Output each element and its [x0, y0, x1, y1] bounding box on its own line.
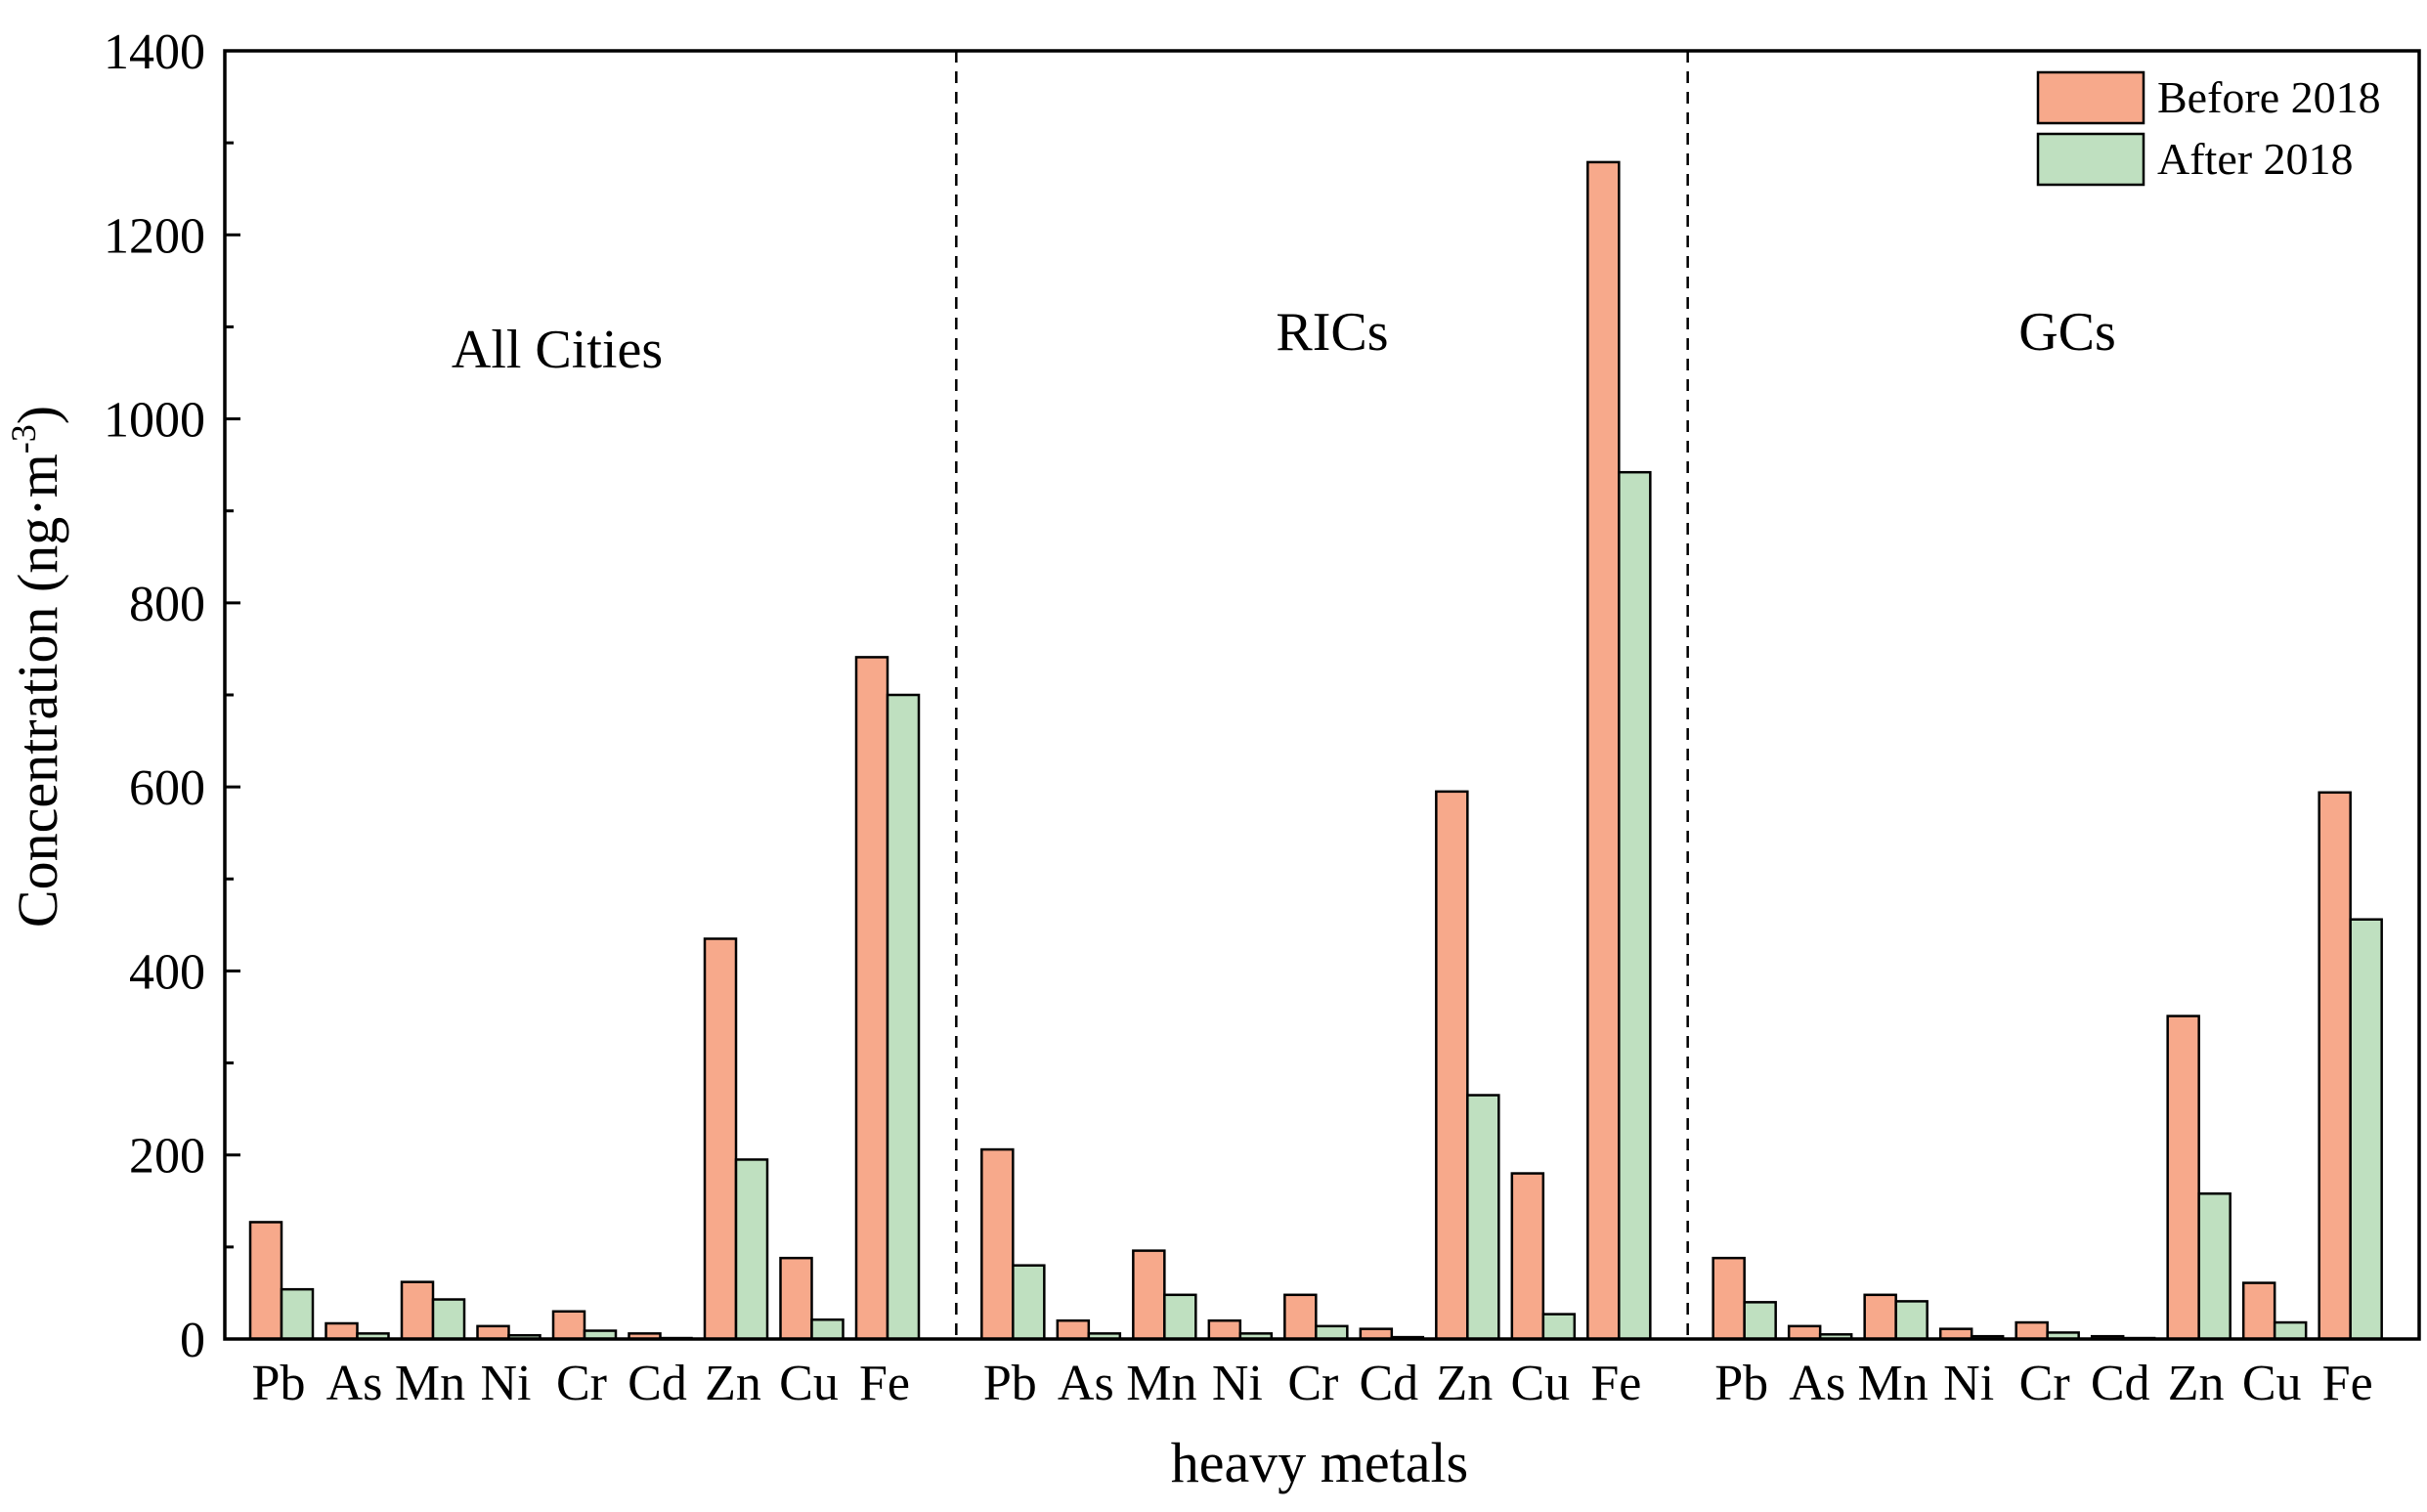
bar-all-cities-cr-before	[551, 1310, 586, 1341]
bar-gcs-fe-before	[2318, 791, 2352, 1341]
bar-all-cities-pb-after	[280, 1287, 315, 1341]
legend-label-after-2018: After 2018	[2157, 134, 2354, 184]
x-tick-label: Zn	[1436, 1356, 1493, 1411]
bar-all-cities-zn-after	[734, 1158, 769, 1341]
bar-rics-fe-before	[1586, 160, 1621, 1341]
group-title-gcs: GCs	[2018, 302, 2116, 363]
y-tick-label: 400	[129, 944, 205, 1000]
x-tick-label: Zn	[705, 1356, 761, 1411]
bar-gcs-mn-before	[1863, 1293, 1897, 1341]
y-tick-label: 1200	[104, 208, 205, 264]
bar-gcs-mn-after	[1894, 1300, 1929, 1341]
x-tick-label: As	[1058, 1356, 1114, 1411]
bar-rics-ni-before	[1207, 1318, 1242, 1341]
x-tick-label: Zn	[2168, 1356, 2225, 1411]
x-tick-label: Cu	[2242, 1356, 2302, 1411]
bar-all-cities-cu-after	[810, 1318, 845, 1341]
x-tick-label: Cr	[556, 1356, 607, 1411]
plot-frame	[223, 49, 2421, 1341]
bar-rics-cr-before	[1283, 1293, 1318, 1341]
bar-all-cities-fe-before	[854, 656, 889, 1341]
x-tick-label: Cd	[628, 1356, 687, 1411]
bar-gcs-pb-after	[1743, 1301, 1777, 1341]
bar-gcs-zn-after	[2197, 1192, 2232, 1341]
bar-gcs-pb-before	[1712, 1256, 1746, 1341]
x-tick-label: Fe	[2322, 1356, 2373, 1411]
group-titles: All Cities RICs GCs	[452, 302, 2116, 380]
bar-gcs-zn-before	[2166, 1015, 2200, 1341]
legend-swatch-after-2018	[2036, 132, 2145, 187]
x-tick-label: Ni	[481, 1356, 532, 1411]
x-tick-label: Fe	[1590, 1356, 1641, 1411]
y-axis-title: Concentration (ng·m-3)	[4, 406, 69, 928]
y-axis-title-main: Concentration (ng·m	[6, 454, 69, 928]
x-tick-label: Mn	[1126, 1356, 1196, 1411]
x-tick-label: Cr	[1287, 1356, 1338, 1411]
bar-rics-cr-after	[1315, 1324, 1349, 1341]
y-tick-label: 1000	[104, 393, 205, 449]
y-tick-label: 800	[129, 577, 205, 632]
x-tick-label: Cu	[1510, 1356, 1570, 1411]
x-tick-label: Cu	[779, 1356, 839, 1411]
bar-all-cities-as-before	[325, 1321, 359, 1341]
y-tick-label: 600	[129, 760, 205, 816]
x-tick-label: As	[1789, 1356, 1845, 1411]
bar-gcs-cu-after	[2273, 1320, 2308, 1341]
bar-gcs-cu-before	[2241, 1281, 2276, 1341]
x-tick-label: Cd	[2091, 1356, 2150, 1411]
bar-rics-cu-after	[1541, 1313, 1577, 1341]
bar-gcs-as-before	[1787, 1324, 1822, 1341]
x-tick-label: As	[326, 1356, 383, 1411]
bar-rics-mn-after	[1163, 1293, 1197, 1341]
legend-swatch-before-2018	[2036, 70, 2145, 125]
legend: Before 2018 After 2018	[2036, 70, 2381, 187]
x-tick-label: Pb	[1714, 1356, 1768, 1411]
bar-all-cities-pb-before	[248, 1221, 283, 1341]
group-title-all-cities: All Cities	[452, 320, 663, 380]
bar-rics-zn-after	[1466, 1094, 1500, 1341]
x-axis-title: heavy metals	[1171, 1431, 1468, 1494]
bar-all-cities-mn-before	[400, 1280, 435, 1341]
bar-rics-mn-before	[1132, 1249, 1166, 1341]
x-tick-label: Cd	[1359, 1356, 1418, 1411]
bar-rics-fe-after	[1618, 470, 1652, 1341]
y-axis-title-superscript: -3	[4, 424, 43, 454]
bar-all-cities-ni-before	[476, 1324, 510, 1341]
x-tick-label: Pb	[252, 1356, 306, 1411]
bar-all-cities-zn-before	[703, 937, 738, 1341]
y-tick-label: 1400	[104, 24, 205, 80]
x-tick-label: Fe	[859, 1356, 910, 1411]
y-axis-title-close: )	[6, 406, 69, 424]
bar-rics-as-before	[1056, 1318, 1091, 1341]
x-tick-label: Cr	[2019, 1356, 2070, 1411]
y-tick-label: 0	[180, 1313, 205, 1368]
y-tick-label: 200	[129, 1129, 205, 1185]
bar-rics-pb-after	[1012, 1264, 1046, 1341]
bar-all-cities-cu-before	[779, 1256, 813, 1341]
group-title-rics: RICs	[1276, 302, 1388, 363]
legend-label-before-2018: Before 2018	[2157, 72, 2381, 122]
x-tick-label: Ni	[1212, 1356, 1263, 1411]
x-tick-label: Pb	[983, 1356, 1037, 1411]
x-tick-label: Mn	[395, 1356, 465, 1411]
bar-rics-zn-before	[1435, 790, 1469, 1341]
x-tick-label: Mn	[1858, 1356, 1929, 1411]
bar-all-cities-mn-after	[431, 1298, 466, 1341]
bar-rics-cu-before	[1510, 1172, 1545, 1341]
x-tick-label: Ni	[1943, 1356, 1994, 1411]
bar-gcs-fe-after	[2349, 918, 2383, 1341]
bar-gcs-cr-before	[2015, 1320, 2049, 1341]
bar-rics-pb-before	[980, 1147, 1015, 1341]
bar-all-cities-fe-after	[886, 693, 921, 1341]
